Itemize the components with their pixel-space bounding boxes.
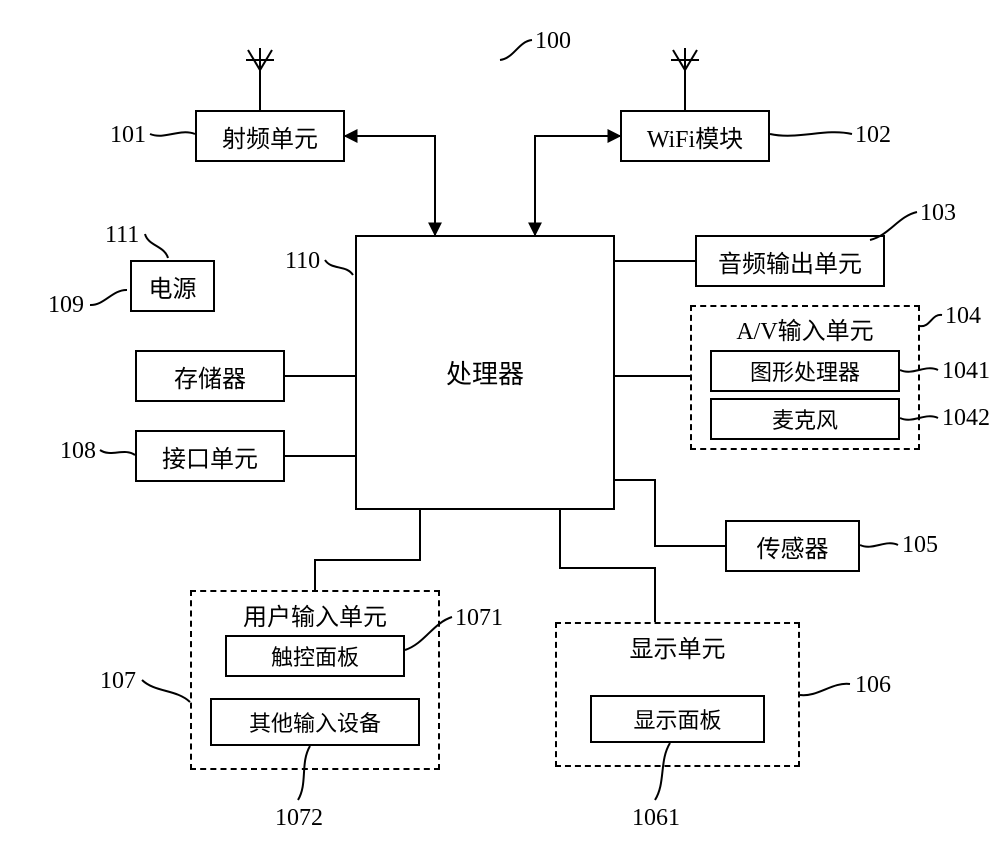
block-memory: 存储器 <box>135 350 285 402</box>
label-l1042: 1042 <box>942 405 990 432</box>
label-l108: 108 <box>60 438 96 465</box>
block-label-memory: 存储器 <box>174 359 246 394</box>
block-power: 电源 <box>130 260 215 312</box>
label-l109: 109 <box>48 292 84 319</box>
block-label-rf: 射频单元 <box>222 119 318 154</box>
block-processor: 处理器 <box>355 235 615 510</box>
block-label-disp_panel: 显示面板 <box>633 703 721 735</box>
label-l110: 110 <box>285 248 320 275</box>
block-sensor: 传感器 <box>725 520 860 572</box>
block-label-wifi: WiFi模块 <box>647 119 743 154</box>
block-label-other_in: 其他输入设备 <box>249 706 381 738</box>
block-mic: 麦克风 <box>710 398 900 440</box>
label-l1071: 1071 <box>455 605 503 632</box>
block-label-gpu: 图形处理器 <box>750 355 860 387</box>
diagram-stage: 射频单元 WiFi模块处理器 电源存储器接口单元 音频输出单元 A/V输入单元图形处理器… <box>0 0 1000 847</box>
block-label-processor: 处理器 <box>446 354 524 391</box>
block-gpu: 图形处理器 <box>710 350 900 392</box>
block-touch: 触控面板 <box>225 635 405 677</box>
label-l111: 111 <box>105 222 139 249</box>
block-wifi: WiFi模块 <box>620 110 770 162</box>
label-l104: 104 <box>945 303 981 330</box>
block-label-audio: 音频输出单元 <box>718 244 862 279</box>
block-label-disp_title: 显示单元 <box>630 629 726 664</box>
label-l105: 105 <box>902 532 938 559</box>
block-disp_panel: 显示面板 <box>590 695 765 743</box>
label-l1041: 1041 <box>942 358 990 385</box>
label-l1061: 1061 <box>632 805 680 832</box>
block-label-touch: 触控面板 <box>271 640 359 672</box>
block-label-av_title: A/V输入单元 <box>736 311 873 346</box>
label-l1072: 1072 <box>275 805 323 832</box>
label-l100: 100 <box>535 28 571 55</box>
block-label-sensor: 传感器 <box>757 529 829 564</box>
label-l101: 101 <box>110 122 146 149</box>
block-label-power: 电源 <box>149 269 197 304</box>
block-audio: 音频输出单元 <box>695 235 885 287</box>
block-label-ui_title: 用户输入单元 <box>243 597 387 632</box>
label-l103: 103 <box>920 200 956 227</box>
block-other_in: 其他输入设备 <box>210 698 420 746</box>
label-l106: 106 <box>855 672 891 699</box>
block-interface: 接口单元 <box>135 430 285 482</box>
block-label-interface: 接口单元 <box>162 439 258 474</box>
block-rf: 射频单元 <box>195 110 345 162</box>
block-ui_title: 用户输入单元 <box>200 598 430 630</box>
block-av_title: A/V输入单元 <box>700 312 910 344</box>
block-disp_title: 显示单元 <box>565 630 790 662</box>
block-label-mic: 麦克风 <box>772 403 838 435</box>
label-l102: 102 <box>855 122 891 149</box>
label-l107: 107 <box>100 668 136 695</box>
